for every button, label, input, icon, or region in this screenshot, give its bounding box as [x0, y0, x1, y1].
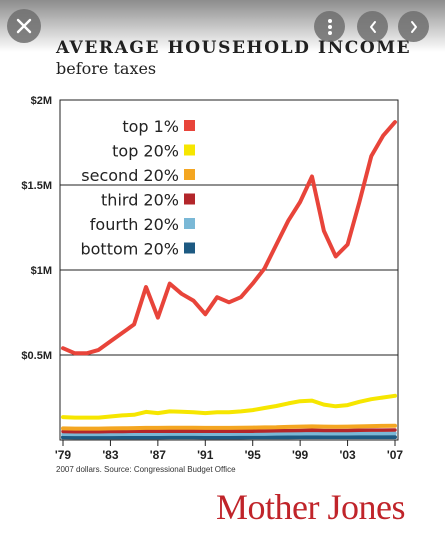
chart-source-note: 2007 dollars. Source: Congressional Budg… [56, 465, 236, 474]
y-tick-label: $1.5M [21, 180, 52, 192]
legend-label: third 20% [101, 191, 179, 210]
x-tick-label: '99 [292, 448, 309, 462]
close-button[interactable] [7, 9, 41, 43]
legend-label: top 20% [112, 142, 179, 161]
close-icon [16, 18, 32, 34]
chart-subtitle: before taxes [56, 59, 157, 78]
x-tick-label: '03 [339, 448, 356, 462]
chart-title: AVERAGE HOUSEHOLD INCOME [56, 38, 411, 58]
x-tick-label: '91 [197, 448, 214, 462]
legend-label: bottom 20% [80, 240, 179, 259]
x-tick-label: '83 [102, 448, 119, 462]
series-line-3 [61, 428, 397, 434]
y-tick-label: $1M [31, 265, 52, 277]
next-image-button[interactable] [398, 11, 429, 42]
x-tick-label: '95 [245, 448, 262, 462]
legend-swatch [184, 193, 195, 205]
chevron-right-icon [410, 20, 417, 33]
chevron-left-icon [369, 20, 376, 33]
legend-label: second 20% [81, 166, 179, 185]
legend-swatch [184, 218, 195, 229]
legend-swatch [184, 144, 195, 156]
legend-swatch [184, 169, 195, 180]
legend-swatch [184, 120, 195, 131]
more-options-button[interactable] [314, 11, 345, 42]
series-line-1 [61, 393, 397, 420]
legend-label: top 1% [122, 117, 179, 136]
legend-label: fourth 20% [90, 215, 179, 234]
x-tick-label: '87 [150, 448, 167, 462]
series-line-4 [61, 431, 397, 437]
x-tick-label: '07 [387, 448, 404, 462]
series-line-2 [61, 423, 397, 431]
more-vertical-icon [327, 18, 332, 35]
y-tick-label: $0.5M [21, 350, 52, 362]
x-tick-label: '79 [55, 448, 72, 462]
legend-swatch [184, 242, 195, 254]
y-tick-label: $2M [31, 95, 52, 107]
brand-logo: Mother Jones [216, 487, 405, 527]
series-line-0 [61, 120, 397, 356]
previous-image-button[interactable] [357, 11, 388, 42]
